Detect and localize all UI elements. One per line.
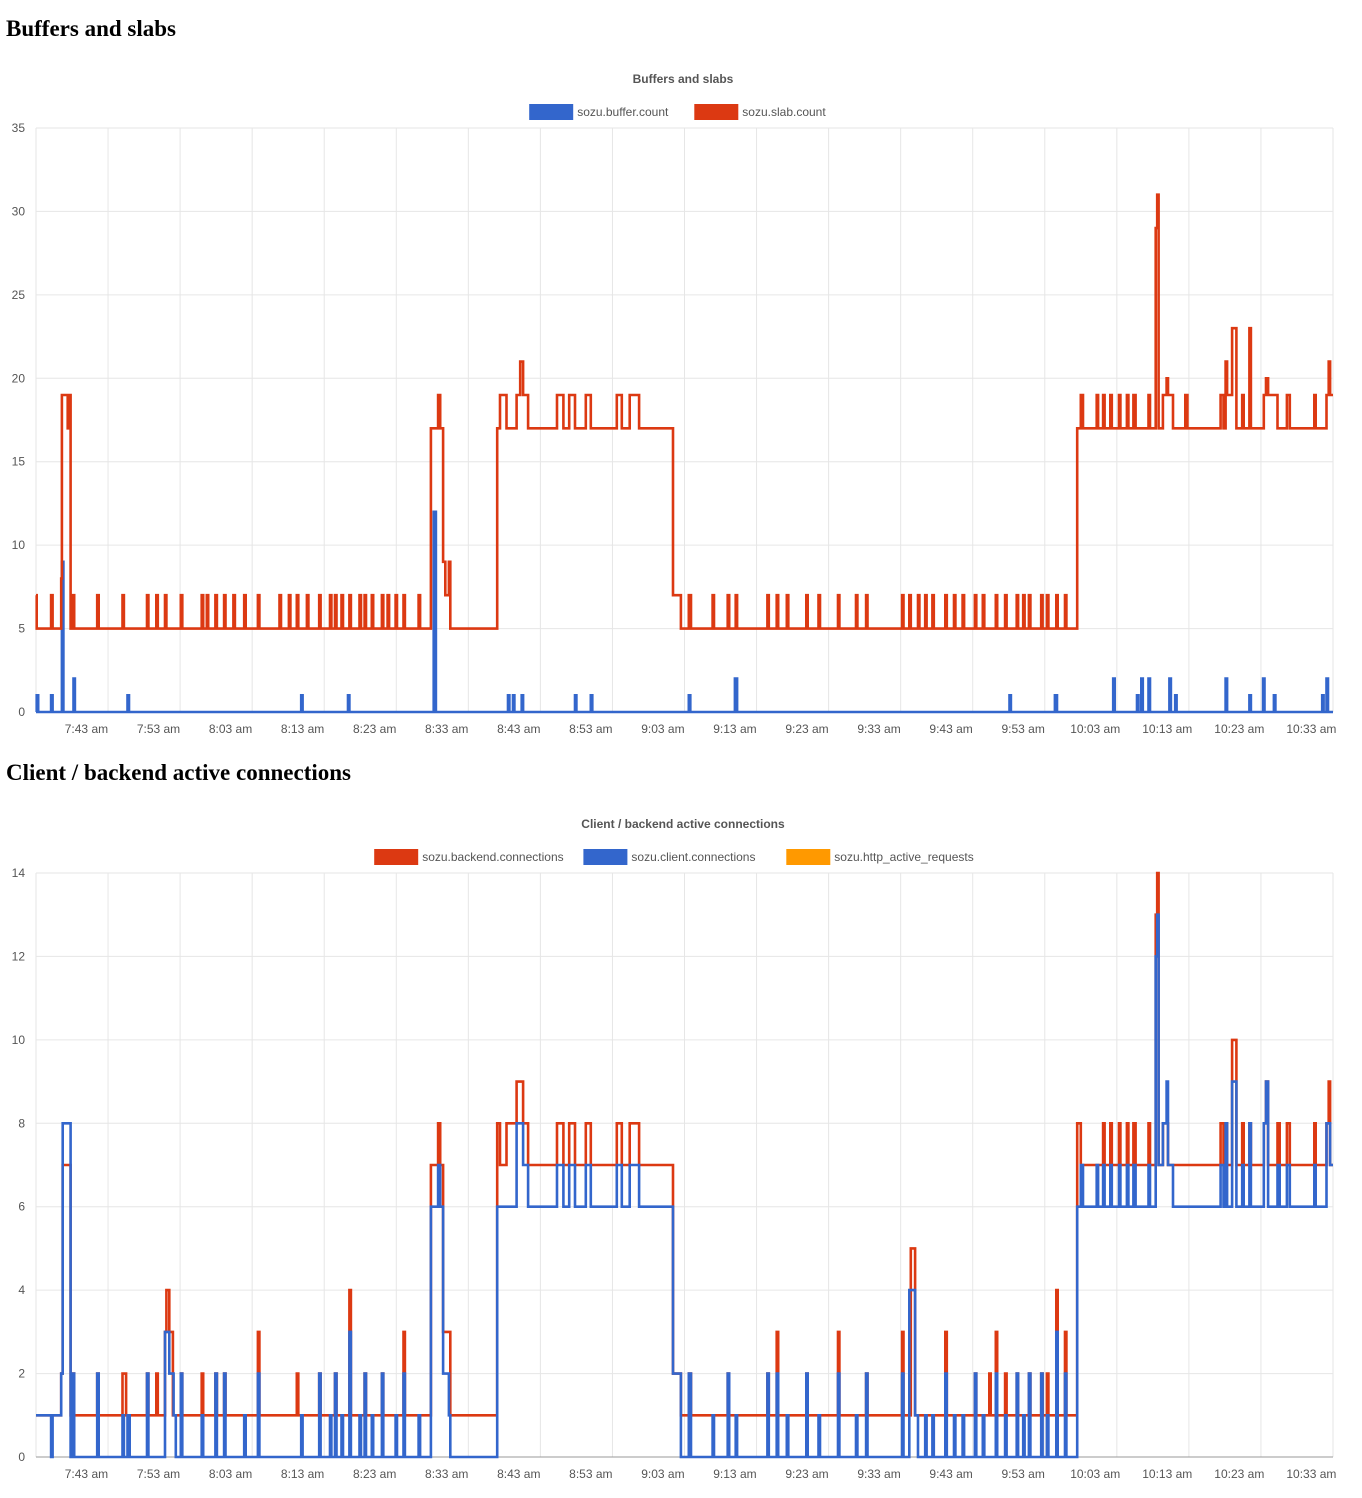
x-tick-label: 7:43 am <box>65 722 108 736</box>
x-tick-label: 7:53 am <box>137 722 180 736</box>
x-tick-label: 9:53 am <box>1001 722 1044 736</box>
y-tick-label: 0 <box>18 705 25 719</box>
x-tick-label: 9:13 am <box>713 722 756 736</box>
x-tick-label: 10:03 am <box>1070 1467 1120 1481</box>
x-tick-label: 9:13 am <box>713 1467 756 1481</box>
x-tick-label: 8:43 am <box>497 1467 540 1481</box>
legend-swatch-sozu.slab.count <box>694 104 739 120</box>
x-tick-label: 9:33 am <box>857 722 900 736</box>
y-tick-label: 4 <box>18 1283 25 1297</box>
legend-swatch-sozu.client.connections <box>583 849 628 865</box>
x-tick-label: 7:43 am <box>65 1467 108 1481</box>
x-tick-label: 10:23 am <box>1214 722 1264 736</box>
x-tick-label: 9:33 am <box>857 1467 900 1481</box>
legend-label-sozu.backend.connections: sozu.backend.connections <box>422 850 563 864</box>
y-tick-label: 6 <box>18 1200 25 1214</box>
legend: sozu.buffer.count sozu.slab.count <box>529 104 826 120</box>
x-tick-label: 8:53 am <box>569 722 612 736</box>
x-tick-label: 10:23 am <box>1214 1467 1264 1481</box>
y-tick-label: 12 <box>12 949 26 963</box>
y-tick-label: 30 <box>12 204 26 218</box>
x-tick-label: 10:33 am <box>1286 1467 1336 1481</box>
y-tick-label: 5 <box>18 622 25 636</box>
y-tick-label: 10 <box>12 1033 26 1047</box>
y-tick-label: 15 <box>12 455 26 469</box>
x-tick-label: 7:53 am <box>137 1467 180 1481</box>
x-tick-label: 9:53 am <box>1001 1467 1044 1481</box>
y-tick-label: 25 <box>12 288 26 302</box>
legend-label-sozu.slab.count: sozu.slab.count <box>742 105 826 119</box>
x-tick-label: 8:23 am <box>353 1467 396 1481</box>
legend-label-sozu.buffer.count: sozu.buffer.count <box>577 105 669 119</box>
y-tick-label: 8 <box>18 1116 25 1130</box>
y-tick-label: 2 <box>18 1367 25 1381</box>
x-tick-label: 9:43 am <box>929 722 972 736</box>
x-tick-label: 8:33 am <box>425 1467 468 1481</box>
x-tick-label: 8:03 am <box>209 1467 252 1481</box>
legend-label-sozu.http_active_requests: sozu.http_active_requests <box>834 850 973 864</box>
section-heading-connections: Client / backend active connections <box>6 760 351 785</box>
series-line-sozu.client.connections <box>36 913 1333 1459</box>
connections-chart: Client / backend active connections sozu.… <box>12 817 1337 1481</box>
series-line-sozu.slab.count <box>35 193 1333 630</box>
x-tick-label: 8:53 am <box>569 1467 612 1481</box>
x-tick-label: 9:03 am <box>641 722 684 736</box>
x-tick-label: 9:23 am <box>785 1467 828 1481</box>
x-tick-label: 10:03 am <box>1070 722 1120 736</box>
x-tick-label: 8:13 am <box>281 1467 324 1481</box>
legend-swatch-sozu.buffer.count <box>529 104 574 120</box>
x-tick-label: 9:43 am <box>929 1467 972 1481</box>
chart-title: Client / backend active connections <box>581 817 785 831</box>
legend-swatch-sozu.backend.connections <box>374 849 419 865</box>
y-tick-label: 0 <box>18 1450 25 1464</box>
y-tick-label: 14 <box>12 866 26 880</box>
x-tick-label: 8:23 am <box>353 722 396 736</box>
x-tick-label: 9:03 am <box>641 1467 684 1481</box>
chart-title: Buffers and slabs <box>633 72 734 86</box>
legend-swatch-sozu.http_active_requests <box>786 849 831 865</box>
legend: sozu.backend.connections sozu.client.conn… <box>374 849 974 865</box>
x-tick-label: 8:03 am <box>209 722 252 736</box>
x-tick-label: 8:13 am <box>281 722 324 736</box>
x-tick-label: 10:33 am <box>1286 722 1336 736</box>
x-tick-label: 8:33 am <box>425 722 468 736</box>
legend-label-sozu.client.connections: sozu.client.connections <box>631 850 755 864</box>
y-tick-label: 20 <box>12 371 26 385</box>
y-tick-label: 10 <box>12 538 26 552</box>
series-line-sozu.buffer.count <box>35 510 1333 714</box>
grid <box>35 127 1334 713</box>
y-tick-label: 35 <box>12 121 26 135</box>
x-tick-label: 10:13 am <box>1142 1467 1192 1481</box>
x-tick-label: 9:23 am <box>785 722 828 736</box>
buffers-slabs-chart: Buffers and slabs sozu.buffer.count sozu.s… <box>12 72 1337 736</box>
x-tick-label: 10:13 am <box>1142 722 1192 736</box>
x-tick-label: 8:43 am <box>497 722 540 736</box>
section-heading-buffers: Buffers and slabs <box>6 16 176 41</box>
